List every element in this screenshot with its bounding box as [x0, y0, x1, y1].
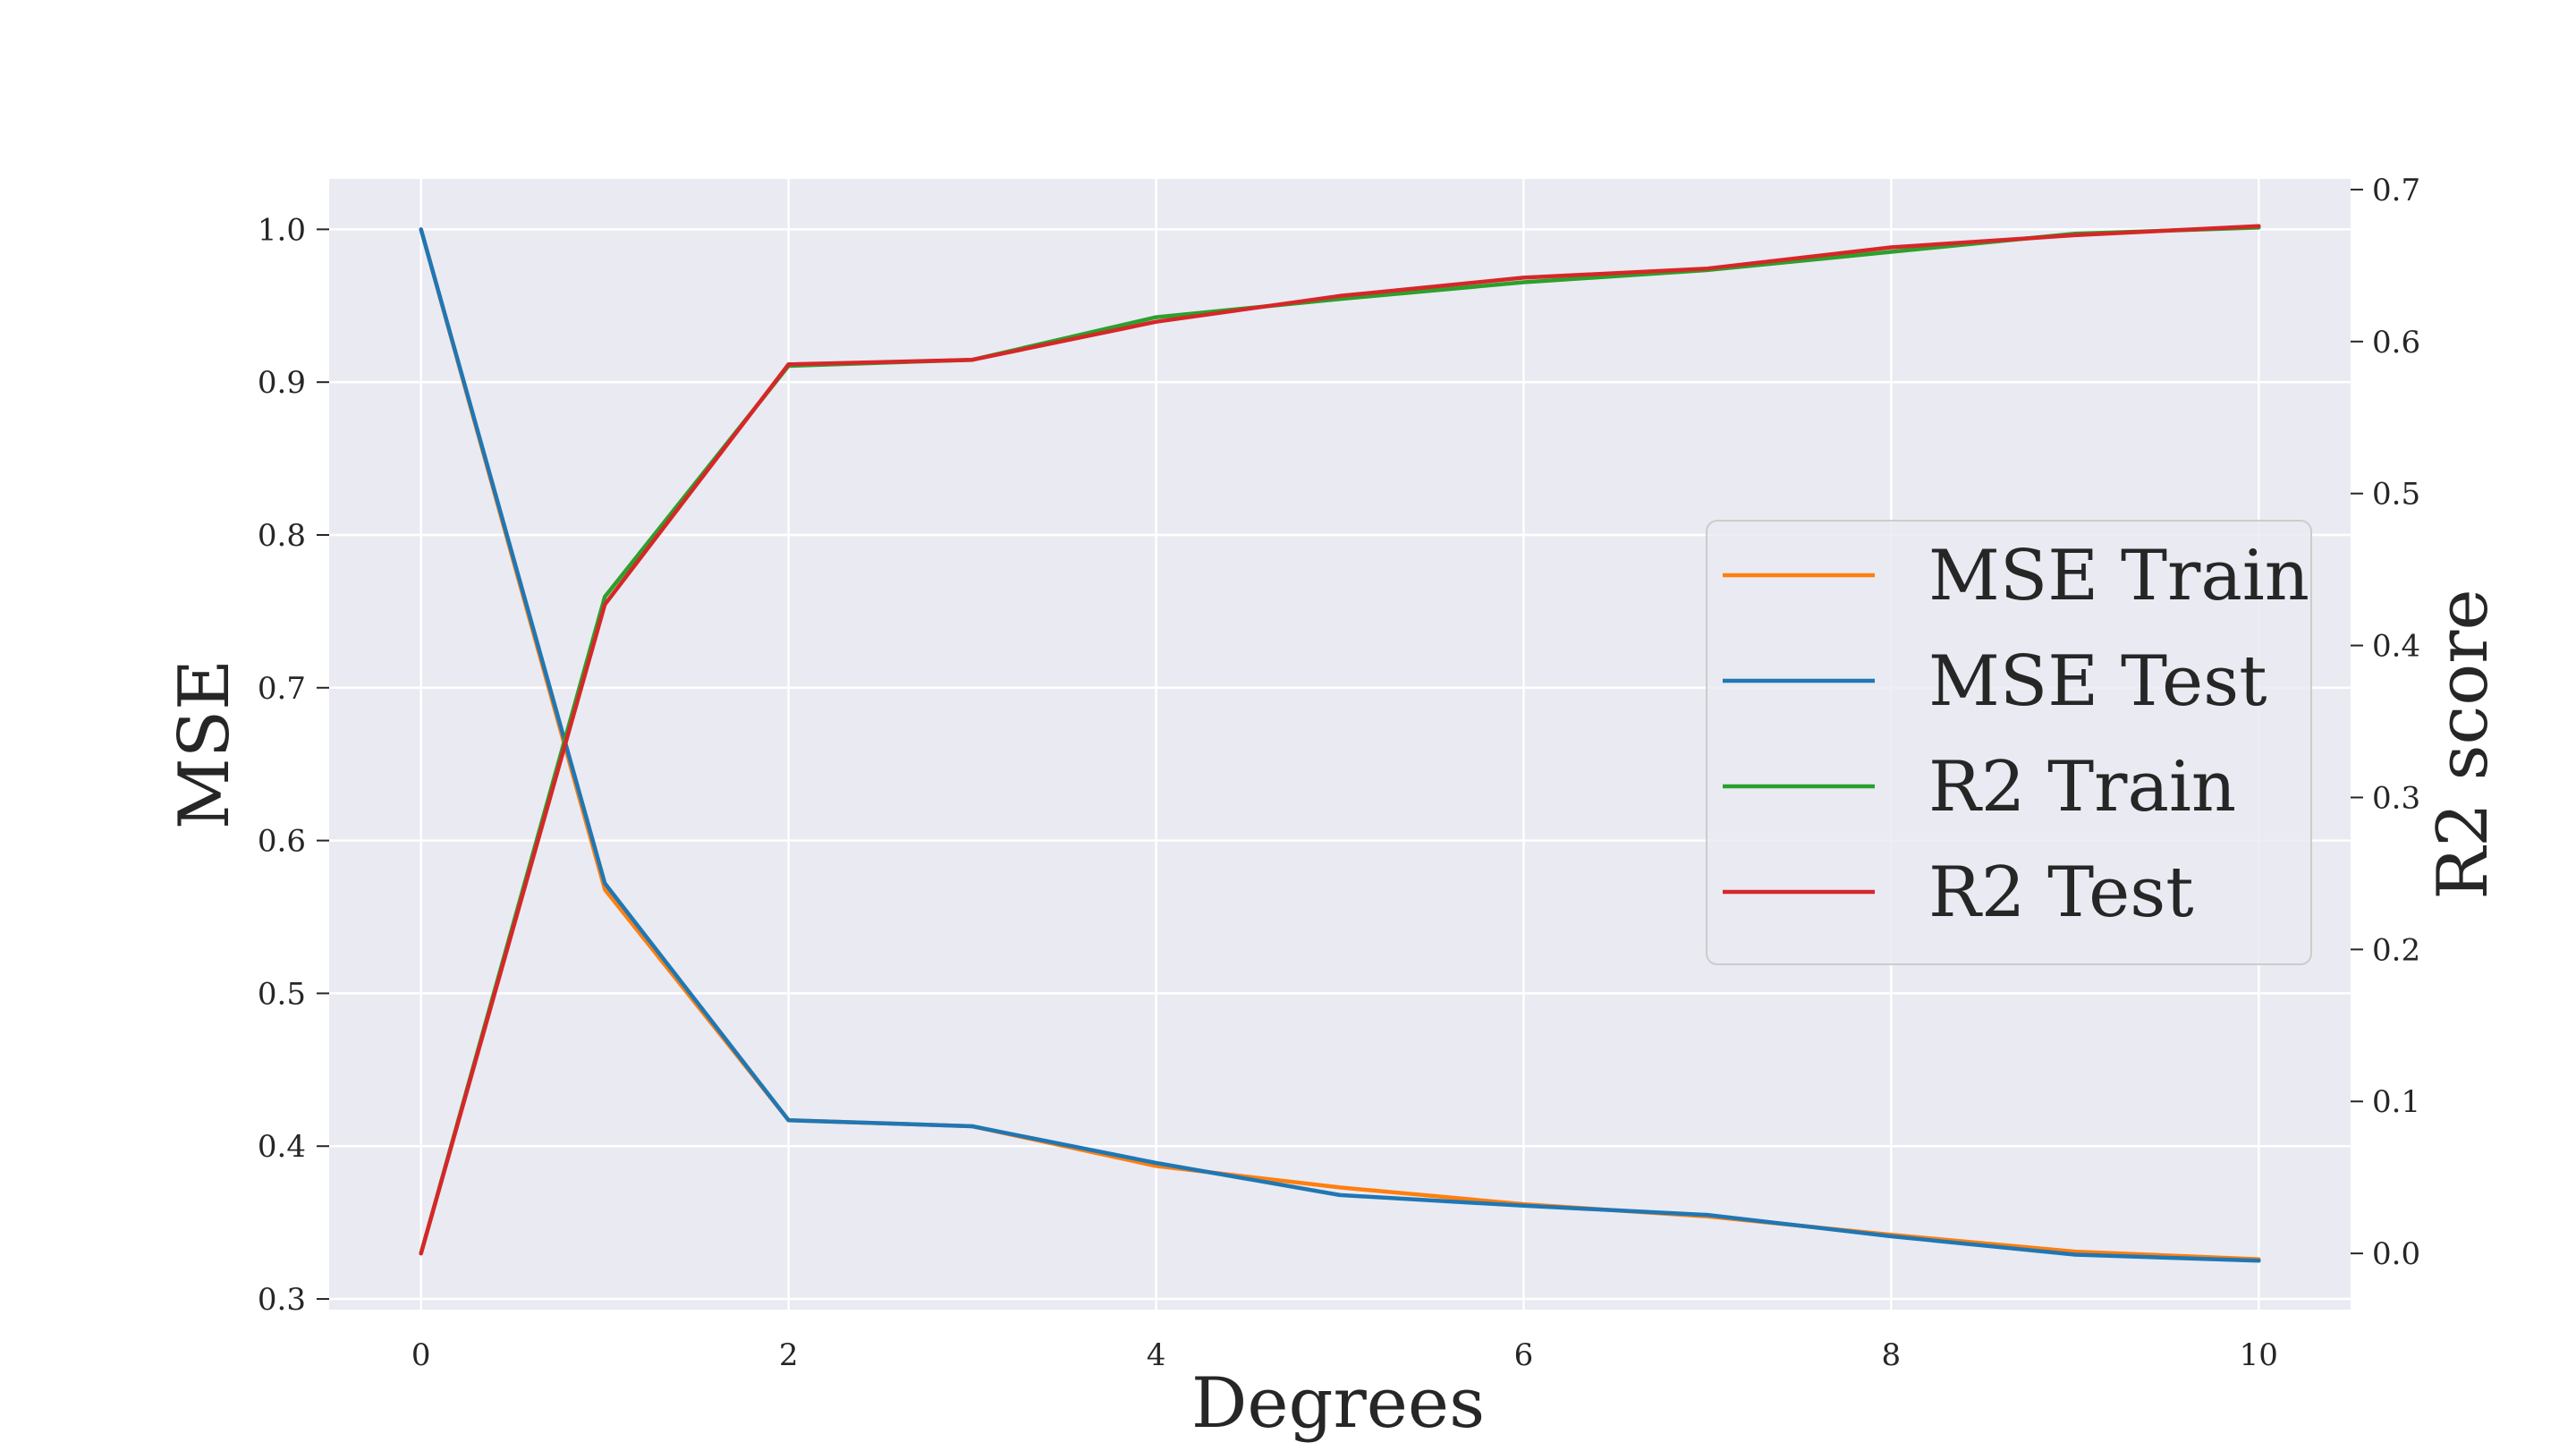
- x-tick-label: 10: [2240, 1337, 2278, 1373]
- y2-tick-label: 0.0: [2372, 1236, 2420, 1272]
- legend: MSE Train MSE Test R2 Train R2 Test: [1706, 520, 2312, 965]
- y2-tick-label: 0.1: [2372, 1084, 2420, 1120]
- x-tick-label: 4: [1147, 1337, 1166, 1373]
- y-tick-label: 0.9: [258, 365, 306, 401]
- y2-tick-label: 0.6: [2372, 325, 2420, 361]
- series-line-mse-test: [419, 227, 2261, 1263]
- series-line-r2-test: [419, 224, 2261, 1256]
- y-tick-label: 1.0: [258, 212, 306, 248]
- y2-tick-label: 0.4: [2372, 629, 2420, 665]
- x-tick-label: 6: [1514, 1337, 1534, 1373]
- legend-label: R2 Train: [1928, 747, 2236, 827]
- legend-label: MSE Train: [1928, 536, 2309, 616]
- x-axis-label: Degrees: [1191, 1363, 1485, 1444]
- y2-tick-label: 0.3: [2372, 780, 2420, 816]
- y-tick-label: 0.8: [258, 518, 306, 554]
- x-tick-label: 2: [779, 1337, 799, 1373]
- y-tick-label: 0.3: [258, 1282, 306, 1318]
- y-axis-label: MSE: [165, 659, 245, 829]
- y2-axis-label: R2 score: [2423, 589, 2504, 899]
- y-tick-label: 0.7: [258, 671, 306, 707]
- y2-tick-label: 0.5: [2372, 477, 2420, 513]
- x-tick-label: 0: [411, 1337, 431, 1373]
- y-tick-label: 0.6: [258, 824, 306, 860]
- y-tick-label: 0.5: [258, 976, 306, 1012]
- series-lines: [419, 224, 2261, 1263]
- y-tick-label: 0.4: [258, 1129, 306, 1165]
- y2-tick-label: 0.7: [2372, 173, 2420, 208]
- x-tick-label: 8: [1882, 1337, 1902, 1373]
- legend-box: [1706, 520, 2312, 965]
- y2-tick-label: 0.2: [2372, 932, 2420, 968]
- legend-label: MSE Test: [1928, 641, 2267, 722]
- ticks: 0 2 4 6 8 10 0.3 0.4 0.5 0.6 0.7 0.8 0.9 1.0 0.0 0.1 0.2…: [258, 173, 2420, 1373]
- legend-label: R2 Test: [1928, 853, 2194, 933]
